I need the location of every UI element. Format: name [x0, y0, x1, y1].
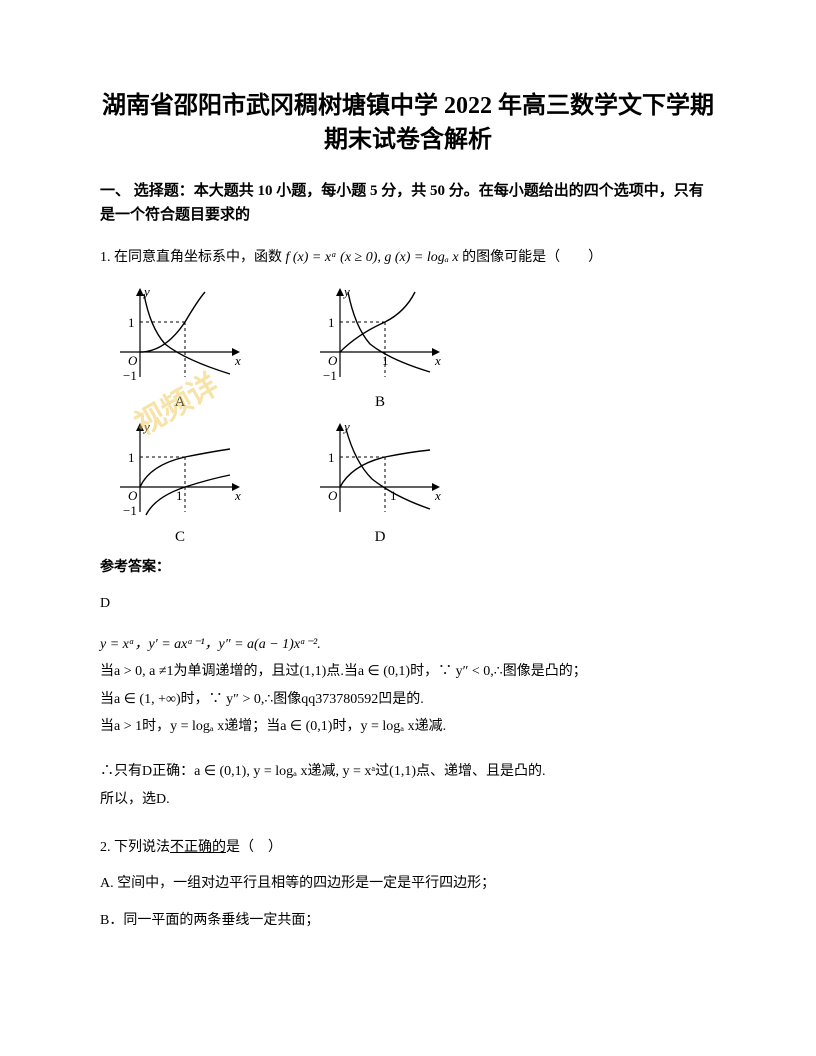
q2-stem-text: 2. 下列说法不正确的是（ ） — [100, 840, 282, 855]
question-2-stem: 2. 下列说法不正确的是（ ） — [100, 835, 716, 862]
tick-neg1: −1 — [123, 368, 137, 383]
solution-line-4: 当a > 1时，y = logₐ x递增；当a ∈ (0,1)时，y = log… — [100, 713, 716, 740]
svg-text:1: 1 — [328, 450, 335, 465]
answer-heading: 参考答案： — [100, 556, 716, 576]
svg-text:O: O — [328, 488, 338, 503]
graph-B-svg: 1 −1 O y x 1 — [310, 282, 450, 392]
svg-text:1: 1 — [390, 488, 397, 503]
svg-text:1: 1 — [328, 315, 335, 330]
section-heading: 一、 选择题：本大题共 10 小题，每小题 5 分，共 50 分。在每小题给出的… — [100, 179, 716, 227]
svg-text:1: 1 — [176, 488, 183, 503]
svg-text:1: 1 — [128, 450, 135, 465]
svg-text:1: 1 — [382, 353, 389, 368]
graph-label-A: A — [175, 394, 186, 411]
solution-line-1: y = xᵃ，y′ = axᵃ⁻¹，y″ = a(a − 1)xᵃ⁻². — [100, 631, 716, 658]
graph-C: 1 −1 O y x 1 C — [110, 417, 250, 546]
svg-text:O: O — [328, 353, 338, 368]
graph-label-D: D — [375, 529, 386, 546]
graph-D: 1 O y x 1 D — [310, 417, 450, 546]
svg-text:y: y — [142, 419, 150, 434]
q1-suffix: 的图像可能是（ ） — [462, 250, 602, 265]
answer-letter: D — [100, 590, 716, 617]
question-2-option-A: A. 空间中，一组对边平行且相等的四边形是一定是平行四边形； — [100, 871, 716, 898]
svg-text:−1: −1 — [323, 368, 337, 383]
solution-line-3: 当a ∈ (1, +∞)时，∵ y″ > 0,∴图像qq373780592凹是的… — [100, 686, 716, 713]
svg-text:−1: −1 — [123, 503, 137, 518]
ylabel: y — [142, 284, 150, 299]
graph-row-2: 1 −1 O y x 1 C 1 O y x 1 D — [110, 417, 716, 546]
graph-A: 1 −1 O y x A — [110, 282, 250, 411]
svg-text:x: x — [234, 488, 241, 503]
graph-B: 1 −1 O y x 1 B — [310, 282, 450, 411]
graph-label-B: B — [375, 394, 385, 411]
question-1-stem: 1. 在同意直角坐标系中，函数 f (x) = xᵃ (x ≥ 0), g (x… — [100, 245, 716, 272]
svg-text:x: x — [434, 488, 441, 503]
q1-formula: f (x) = xᵃ (x ≥ 0), g (x) = logₐ x — [286, 250, 459, 265]
graph-D-svg: 1 O y x 1 — [310, 417, 450, 527]
solution-line-6: 所以，选D. — [100, 786, 716, 813]
question-2-option-B: B．同一平面的两条垂线一定共面； — [100, 908, 716, 935]
origin: O — [128, 353, 138, 368]
q1-prefix: 1. 在同意直角坐标系中，函数 — [100, 250, 282, 265]
graph-C-svg: 1 −1 O y x 1 — [110, 417, 250, 527]
page-title: 湖南省邵阳市武冈稠树塘镇中学 2022 年高三数学文下学期期末试卷含解析 — [100, 90, 716, 157]
graph-label-C: C — [175, 529, 185, 546]
svg-text:y: y — [342, 419, 350, 434]
svg-text:x: x — [434, 353, 441, 368]
xlabel: x — [234, 353, 241, 368]
svg-text:O: O — [128, 488, 138, 503]
graph-row-1: 1 −1 O y x A 1 −1 O y x 1 B — [110, 282, 716, 411]
svg-text:y: y — [342, 284, 350, 299]
graph-A-svg: 1 −1 O y x — [110, 282, 250, 392]
solution-line-5: ∴只有D正确：a ∈ (0,1), y = logₐ x递减, y = xᵃ过(… — [100, 758, 716, 785]
solution-line-2: 当a > 0, a ≠1为单调递增的，且过(1,1)点.当a ∈ (0,1)时，… — [100, 658, 716, 685]
tick-1: 1 — [128, 315, 135, 330]
